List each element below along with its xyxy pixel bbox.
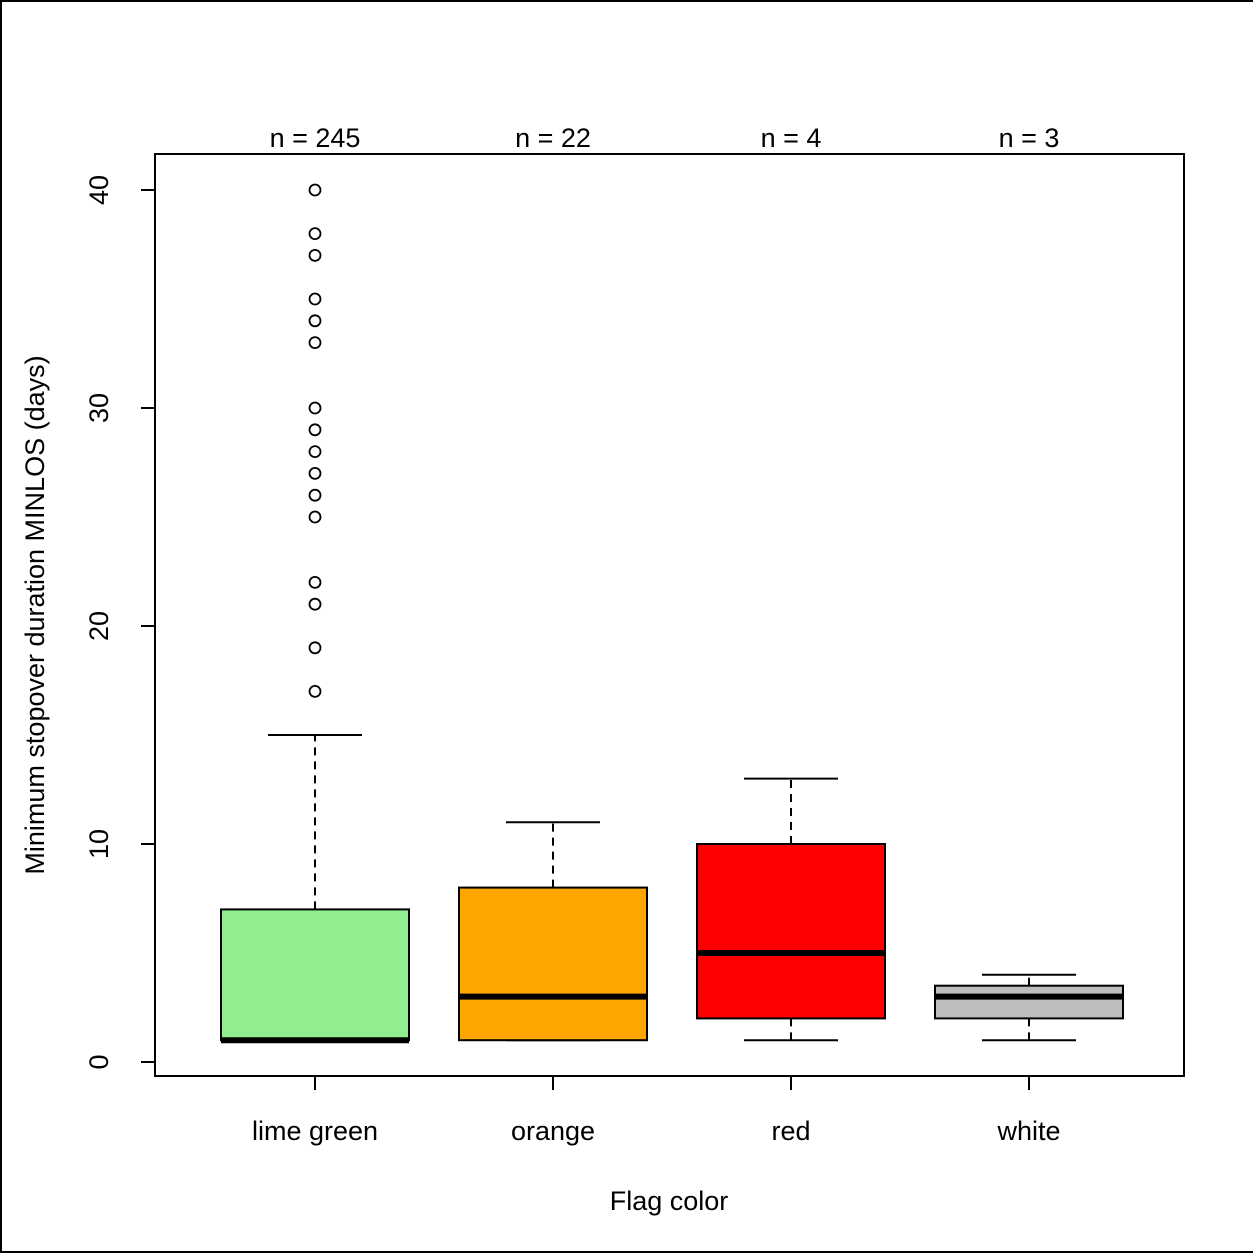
box-body [934, 984, 1124, 1020]
x-axis-label: Flag color [610, 1186, 729, 1216]
y-tick-label: 40 [84, 175, 114, 205]
outlier-point [308, 248, 322, 262]
y-tick-label: 30 [84, 393, 114, 423]
outlier-point [308, 401, 322, 415]
plot-area [154, 153, 1185, 1077]
outlier-point [308, 597, 322, 611]
outlier-point [308, 576, 322, 589]
x-tick-label: lime green [252, 1116, 378, 1146]
box-body [458, 886, 648, 1042]
box-body [220, 908, 410, 1042]
outlier-point [308, 227, 322, 241]
outlier-point [308, 336, 322, 350]
count-label: n = 22 [515, 123, 591, 153]
box-white [934, 973, 1124, 1042]
x-tick-label: red [771, 1116, 810, 1146]
outlier-point [308, 466, 322, 480]
count-label: n = 4 [761, 123, 822, 153]
y-axis-label: Minimum stopover duration MINLOS (days) [20, 355, 50, 874]
y-tick-label: 0 [84, 1054, 114, 1069]
outlier-point [308, 314, 322, 328]
outlier-point [308, 510, 322, 524]
outlier-point [308, 445, 322, 459]
count-label: n = 3 [999, 123, 1060, 153]
box-orange [458, 821, 648, 1042]
box-body [696, 843, 886, 1020]
y-tick-label: 20 [84, 611, 114, 641]
outlier-point [308, 423, 322, 437]
outlier-point [308, 183, 322, 197]
outlier-point [308, 641, 322, 655]
y-tick-label: 10 [84, 829, 114, 859]
outlier-point [308, 685, 322, 698]
box-lime-green [220, 183, 410, 1044]
outlier-point [308, 488, 322, 502]
box-red [696, 777, 886, 1042]
count-label: n = 245 [270, 123, 361, 153]
x-tick-label: orange [511, 1116, 595, 1146]
x-tick-label: white [996, 1116, 1060, 1146]
outlier-point [308, 292, 322, 306]
